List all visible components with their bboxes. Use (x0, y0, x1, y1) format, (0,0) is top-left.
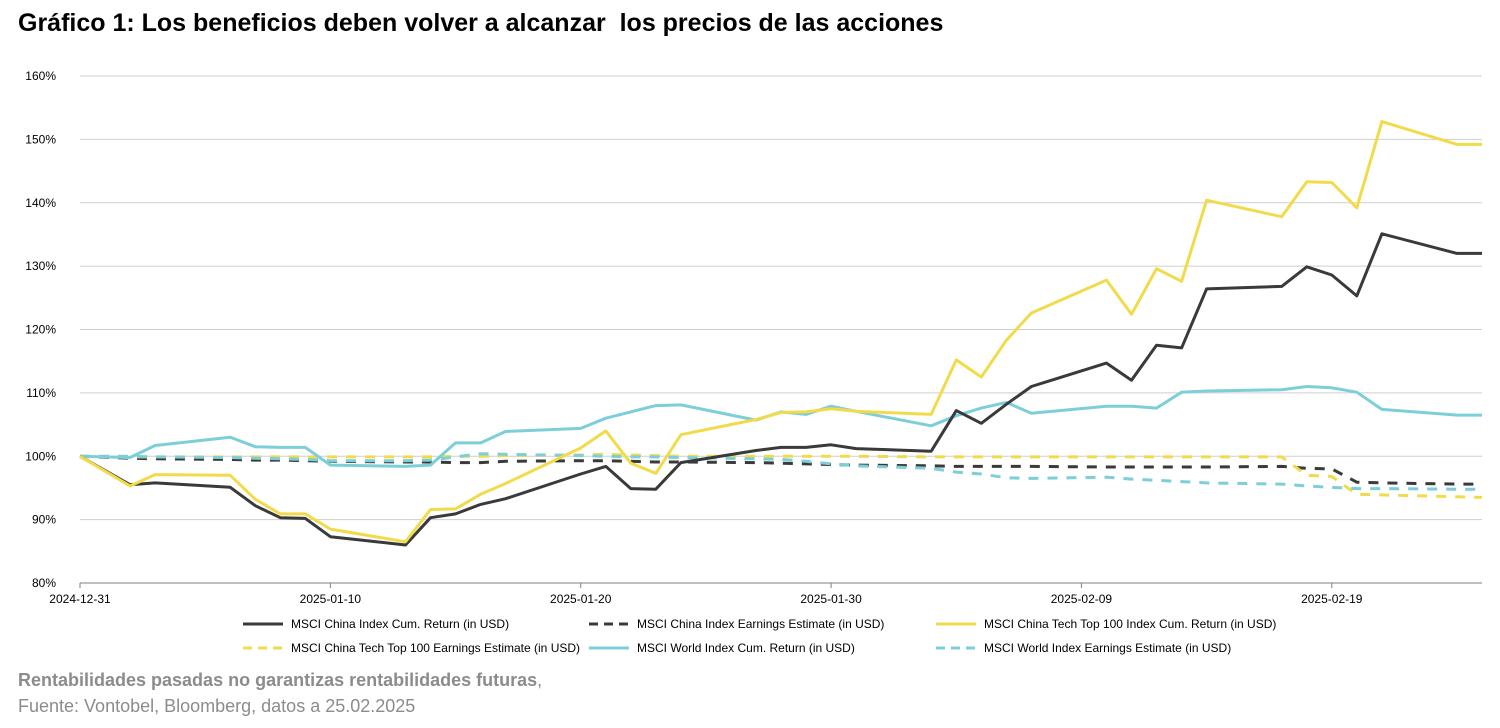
x-axis: 2024-12-31 2025-01-10 2025-01-20 2025-01-30… (49, 582, 1482, 606)
gridlines (80, 75, 1482, 521)
x-tick-label: 2025-02-19 (1301, 592, 1363, 606)
y-tick-label: 100% (25, 449, 56, 463)
legend-label: MSCI World Index Cum. Return (in USD) (637, 641, 855, 655)
legend-swatch (936, 646, 976, 650)
series-lines (79, 120, 1483, 547)
series-line (79, 385, 1482, 468)
x-tick-label: 2025-02-09 (1051, 592, 1113, 606)
legend-label: MSCI China Index Cum. Return (in USD) (291, 617, 510, 631)
chart-title: Gráfico 1: Los beneficios deben volver a… (18, 9, 944, 37)
legend-item: MSCI China Tech Top 100 Earnings Estimat… (243, 636, 580, 660)
y-tick-label: 80% (32, 576, 56, 590)
x-tick-label: 2025-01-30 (800, 592, 862, 606)
y-tick-label: 120% (25, 323, 56, 337)
y-tick-label: 90% (32, 513, 56, 527)
x-tick-label: 2025-01-20 (550, 592, 612, 606)
y-axis-tick-labels: 80% 90% 100% 110% 120% 130% 140% 150% 160% (25, 69, 56, 590)
y-tick-label: 110% (26, 386, 56, 400)
y-tick-label: 160% (25, 69, 56, 83)
line-chart: 80% 90% 100% 110% 120% 130% 140% 150% 160% 2024-… (25, 69, 1483, 606)
legend-label: MSCI World Index Earnings Estimate (in U… (984, 641, 1232, 655)
legend: MSCI China Index Cum. Return (in USD) MS… (0, 610, 1500, 660)
series-line (80, 452, 1482, 491)
x-tick-label: 2025-01-10 (300, 592, 362, 606)
legend-item: MSCI China Index Cum. Return (in USD) (243, 612, 509, 636)
legend-label: MSCI China Index Earnings Estimate (in U… (637, 617, 885, 631)
series-line (79, 232, 1482, 547)
source-text: Fuente: Vontobel, Bloomberg, datos a 25.… (18, 696, 416, 716)
legend-item: MSCI China Tech Top 100 Index Cum. Retur… (936, 612, 1276, 636)
series-line (79, 120, 1482, 544)
y-tick-label: 150% (25, 132, 56, 146)
disclaimer-text: Rentabilidades pasadas no garantizas ren… (18, 670, 538, 690)
legend-label: MSCI China Tech Top 100 Index Cum. Retur… (984, 617, 1277, 631)
legend-swatch (243, 622, 283, 626)
legend-item: MSCI World Index Earnings Estimate (in U… (936, 636, 1231, 660)
legend-swatch (243, 646, 283, 650)
legend-swatch (589, 622, 629, 626)
footnote: Rentabilidades pasadas no garantizas ren… (18, 667, 542, 719)
y-tick-label: 140% (25, 196, 56, 210)
legend-item: MSCI China Index Earnings Estimate (in U… (589, 612, 884, 636)
legend-swatch (589, 646, 629, 650)
disclaimer-line: Rentabilidades pasadas no garantizas ren… (18, 667, 542, 693)
legend-swatch (936, 622, 976, 626)
legend-item: MSCI World Index Cum. Return (in USD) (589, 636, 855, 660)
y-tick-label: 130% (25, 259, 56, 273)
x-tick-label: 2024-12-31 (49, 592, 111, 606)
legend-label: MSCI China Tech Top 100 Earnings Estimat… (291, 641, 581, 655)
disclaimer-suffix: , (537, 670, 543, 690)
